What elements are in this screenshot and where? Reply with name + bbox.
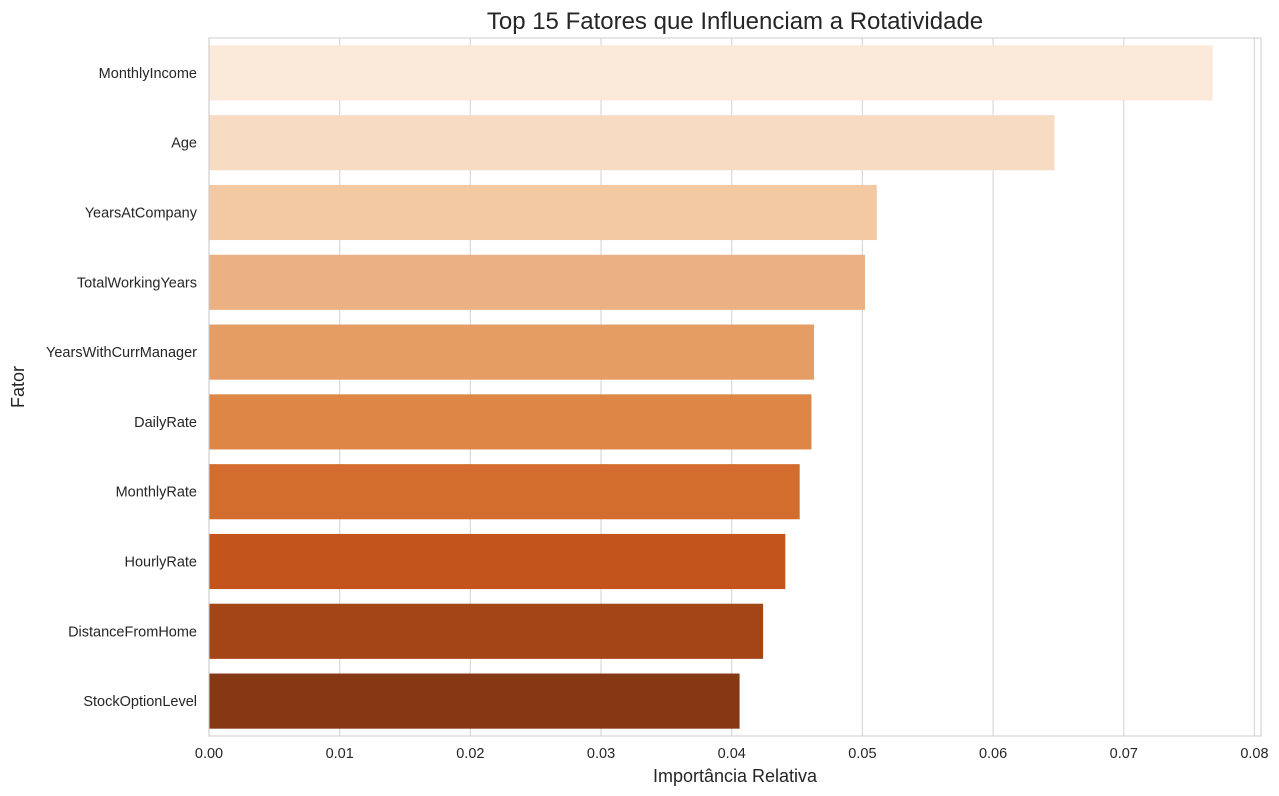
x-tick-label: 0.07 — [1110, 746, 1138, 762]
y-tick-label: TotalWorkingYears — [77, 275, 197, 291]
bar-StockOptionLevel — [209, 673, 740, 729]
x-tick-label: 0.02 — [456, 746, 484, 762]
y-tick-label: StockOptionLevel — [83, 694, 197, 710]
x-tick-label: 0.05 — [848, 746, 876, 762]
y-tick-label: MonthlyRate — [116, 485, 197, 501]
bar-MonthlyIncome — [209, 45, 1213, 101]
x-tick-label: 0.06 — [979, 746, 1007, 762]
y-tick-label: YearsWithCurrManager — [46, 345, 197, 361]
chart-title: Top 15 Fatores que Influenciam a Rotativ… — [487, 8, 983, 35]
bar-MonthlyRate — [209, 464, 800, 520]
y-axis-label: Fator — [8, 366, 28, 408]
bar-HourlyRate — [209, 533, 786, 590]
y-tick-labels: MonthlyIncome Age YearsAtCompany TotalWorki… — [46, 66, 198, 710]
bar-YearsWithCurrManager — [209, 324, 815, 380]
y-tick-label: Age — [171, 136, 197, 152]
bar-YearsAtCompany — [209, 184, 877, 241]
bar-TotalWorkingYears — [209, 254, 866, 310]
y-tick-label: MonthlyIncome — [99, 66, 197, 82]
bars — [209, 45, 1213, 729]
x-tick-label: 0.04 — [718, 746, 746, 762]
bar-DistanceFromHome — [209, 603, 764, 659]
bar-Age — [209, 115, 1055, 171]
bar-DailyRate — [209, 394, 812, 450]
x-tick-label: 0.08 — [1240, 746, 1268, 762]
x-tick-label: 0.01 — [326, 746, 354, 762]
y-tick-label: HourlyRate — [124, 555, 197, 571]
y-tick-label: DailyRate — [134, 415, 197, 431]
x-tick-label: 0.03 — [587, 746, 615, 762]
y-tick-label: DistanceFromHome — [68, 624, 197, 640]
x-axis-label: Importância Relativa — [653, 766, 818, 786]
y-tick-label: YearsAtCompany — [85, 206, 198, 222]
plot-frame — [208, 37, 1262, 737]
x-tick-label: 0.00 — [195, 746, 223, 762]
x-tick-labels: 0.00 0.01 0.02 0.03 0.04 0.05 0.06 0.07 0.08 — [195, 746, 1269, 762]
